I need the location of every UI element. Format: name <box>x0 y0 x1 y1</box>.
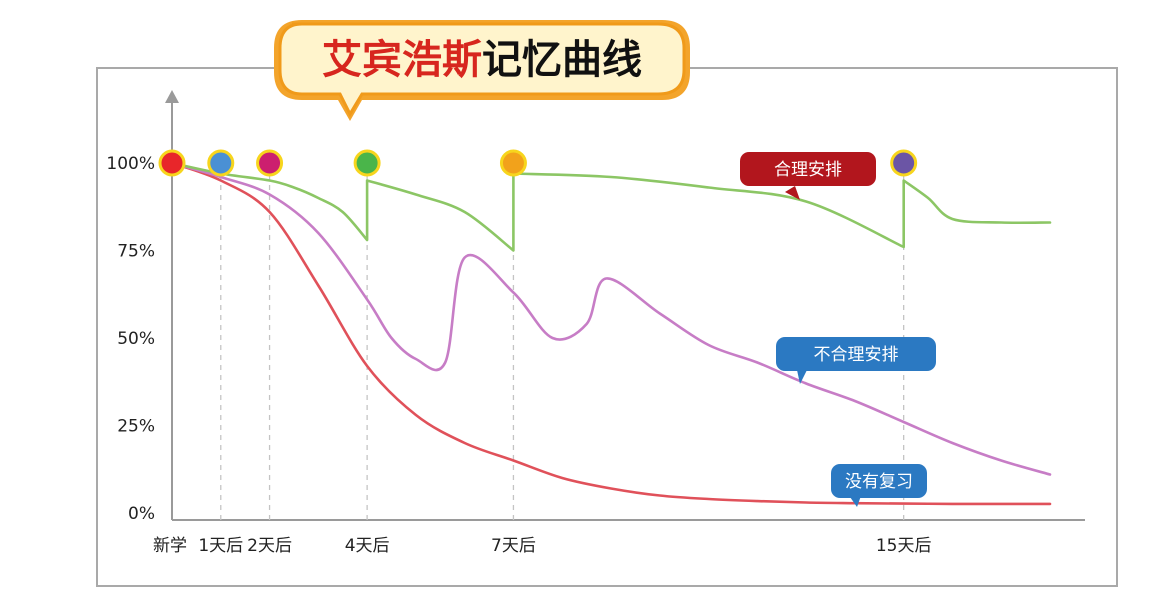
label-box <box>776 337 936 371</box>
y-tick-label: 100% <box>106 154 155 174</box>
title-callout <box>278 22 686 118</box>
chart-title: 艾宾浩斯记忆曲线 <box>274 20 690 121</box>
series-label-text: 合理安排 <box>774 160 842 180</box>
chart-frame <box>96 67 1118 587</box>
y-tick-labels: 0% 25% 50% 75% 100% <box>106 154 155 524</box>
review-marker-0 <box>158 149 186 177</box>
x-tick-label: 1天后 <box>198 536 243 556</box>
label-box <box>831 464 927 498</box>
title-text: 艾宾浩斯记忆曲线 <box>322 37 642 83</box>
series-line-1 <box>170 161 1052 476</box>
series-line-0 <box>170 161 1052 252</box>
review-marker-1 <box>207 149 235 177</box>
y-tick-label: 0% <box>128 504 155 524</box>
y-tick-label: 25% <box>117 417 155 437</box>
review-marker-5 <box>890 149 918 177</box>
series-label-0: 合理安排 <box>740 152 876 200</box>
series-label-1: 不合理安排 <box>776 337 936 384</box>
x-tick-label: 新学 <box>153 536 187 556</box>
x-tick-label: 2天后 <box>247 536 292 556</box>
series-label-2: 没有复习 <box>831 464 927 507</box>
title-highlight: 艾宾浩斯 <box>322 37 482 83</box>
series-line-2 <box>170 161 1052 506</box>
title-rest: 记忆曲线 <box>482 37 642 83</box>
x-tick-label: 4天后 <box>345 536 390 556</box>
review-markers <box>158 149 918 177</box>
x-tick-label: 15天后 <box>876 536 932 556</box>
y-axis-arrow-icon <box>165 90 179 103</box>
label-box <box>740 152 876 186</box>
series-label-text: 不合理安排 <box>814 345 899 365</box>
review-marker-2 <box>256 149 284 177</box>
review-marker-3 <box>353 149 381 177</box>
y-tick-label: 50% <box>117 329 155 349</box>
series-label-text: 没有复习 <box>845 472 913 492</box>
label-tail <box>785 186 800 200</box>
y-tick-label: 75% <box>117 242 155 262</box>
series-layer <box>170 161 1052 506</box>
x-tick-label: 7天后 <box>491 536 536 556</box>
review-marker-4 <box>499 149 527 177</box>
x-tick-labels: 新学 1天后 2天后 4天后 7天后 15天后 <box>153 536 931 556</box>
